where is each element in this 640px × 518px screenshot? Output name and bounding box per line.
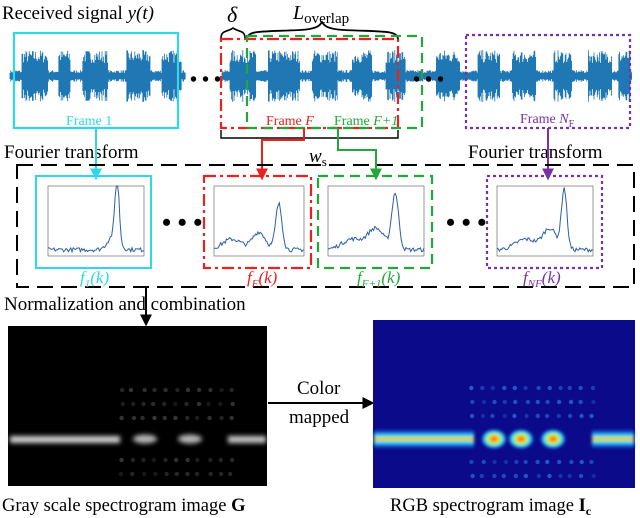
spectrum-NF-plot: [496, 185, 594, 257]
spectrum-NF-label: fNF(k): [523, 268, 561, 290]
frame-F1-box: [245, 34, 424, 130]
received-signal-waveform-left: [9, 50, 186, 102]
waveform-trace: [9, 50, 186, 102]
arrow-frame-F: [256, 128, 305, 181]
frame-F1-label: Frame F+1: [334, 114, 398, 129]
spectra-ellipsis-left: • • •: [162, 208, 202, 237]
normalization-title: Normalization and combination: [4, 294, 246, 315]
spectra-ellipsis-right: • • •: [446, 208, 486, 237]
arrow-frame-F1: [337, 128, 382, 181]
overlap-brace: [246, 20, 399, 41]
fourier-title-right: Fourier transform: [468, 142, 603, 163]
delta-label: δ: [227, 2, 238, 27]
rgb-caption: RGB spectrogram image Ic: [390, 496, 592, 518]
frame-F-label: Frame F: [266, 114, 314, 129]
gray-spectrogram-image: [8, 326, 267, 486]
fourier-title-left: Fourier transform: [4, 142, 139, 163]
frame-F-box: [219, 37, 400, 130]
signal-ellipsis-left: • • •: [190, 69, 221, 91]
spectrum-plots: [47, 185, 594, 257]
color-mapped-line1: Color: [297, 378, 341, 399]
delta-brace: [220, 26, 246, 39]
signal-ellipsis-right: • • •: [413, 69, 444, 91]
spectrum-1-box: [35, 175, 152, 269]
signal-title: Received signal y(t): [2, 3, 154, 24]
frame-1-label: Frame 1: [66, 114, 112, 129]
spectrum-1-label: f1(k): [80, 268, 109, 290]
frame-NF-label: Frame NF: [520, 112, 575, 130]
spectra-container: [16, 164, 635, 288]
spectrum-F-label: fF(k): [247, 268, 278, 290]
rgb-spectrogram-image: [373, 320, 635, 488]
spectrum-1-plot: [47, 185, 145, 257]
spectrum-F1-plot: [327, 185, 425, 257]
window-size-bracket: [220, 130, 399, 139]
window-size-label: ws: [309, 146, 327, 169]
color-mapped-line2: mapped: [289, 407, 350, 428]
spectrum-F1-label: fF+1(k): [357, 268, 401, 290]
spectrum-F-box: [202, 174, 313, 270]
spectrum-F-plot: [213, 185, 305, 257]
gray-caption: Gray scale spectrogram image G: [2, 496, 245, 516]
overlap-label: Loverlap: [292, 2, 349, 27]
spectrum-NF-box: [485, 174, 604, 270]
spectrum-F1-box: [316, 174, 434, 270]
